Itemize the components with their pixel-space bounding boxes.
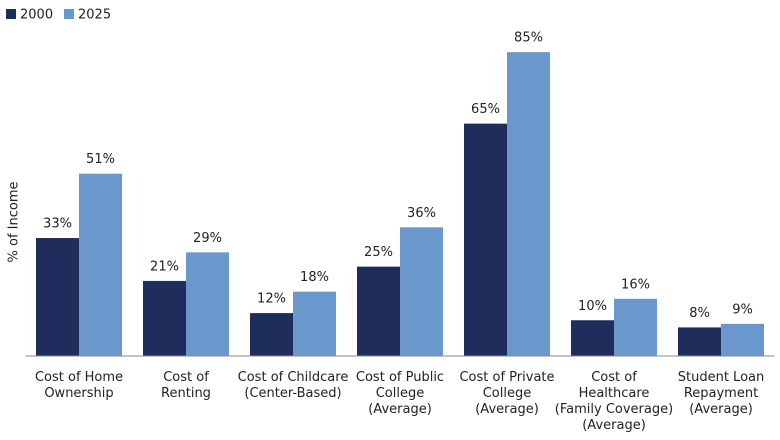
bar xyxy=(614,298,657,356)
value-label: 36% xyxy=(407,206,436,221)
bar xyxy=(400,227,443,356)
legend-label: 2025 xyxy=(78,8,111,23)
legend-label: 2000 xyxy=(20,8,53,23)
bar xyxy=(464,123,507,356)
value-label: 10% xyxy=(578,299,607,314)
bar xyxy=(79,173,122,356)
legend-swatch xyxy=(64,9,74,19)
value-label: 29% xyxy=(193,231,222,246)
value-label: 33% xyxy=(43,217,72,232)
value-label: 25% xyxy=(364,245,393,260)
x-tick-label: Student Loan Repayment (Average) xyxy=(678,370,764,417)
bar xyxy=(571,320,614,356)
value-label: 9% xyxy=(732,302,753,317)
value-label: 16% xyxy=(621,277,650,292)
bar xyxy=(36,238,79,356)
legend-swatch xyxy=(6,9,16,19)
y-axis-label: % of Income xyxy=(7,182,22,263)
value-label: 12% xyxy=(257,292,286,307)
bar xyxy=(507,52,550,357)
x-tick-label: Cost of Healthcare (Family Coverage) (Avera… xyxy=(555,370,673,433)
value-label: 65% xyxy=(471,102,500,117)
bar xyxy=(250,313,293,356)
value-label: 8% xyxy=(689,306,710,321)
bar xyxy=(678,327,721,356)
x-tick-label: Cost of Renting xyxy=(161,370,211,401)
bar xyxy=(357,266,400,356)
x-tick-label: Cost of Private College (Average) xyxy=(459,370,554,417)
value-label: 85% xyxy=(514,31,543,46)
bar xyxy=(186,252,229,356)
x-tick-label: Cost of Home Ownership xyxy=(35,370,123,401)
value-label: 21% xyxy=(150,259,179,274)
x-tick-label: Cost of Childcare (Center-Based) xyxy=(238,370,349,401)
value-label: 18% xyxy=(300,270,329,285)
value-label: 51% xyxy=(86,152,115,167)
bar xyxy=(143,280,186,356)
bar xyxy=(293,291,336,356)
x-tick-label: Cost of Public College (Average) xyxy=(356,370,444,417)
bar xyxy=(721,323,764,356)
